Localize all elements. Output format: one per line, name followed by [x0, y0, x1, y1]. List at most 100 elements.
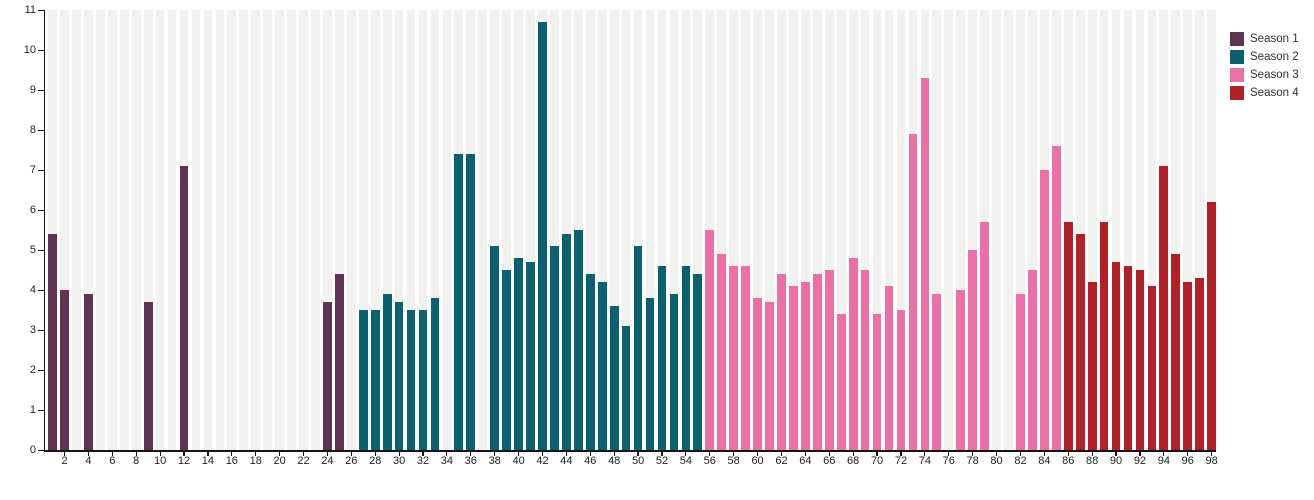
bar-episode-64[interactable] — [801, 282, 810, 450]
bar-episode-4[interactable] — [84, 294, 93, 450]
bar-episode-78[interactable] — [968, 250, 978, 450]
legend-item-season-3[interactable]: Season 3 — [1230, 66, 1299, 84]
bar-episode-25[interactable] — [335, 274, 344, 450]
grid-stripe — [323, 10, 332, 450]
bar-episode-90[interactable] — [1111, 262, 1121, 450]
bar-episode-66[interactable] — [824, 270, 834, 450]
bar-episode-24[interactable] — [323, 302, 332, 450]
bar-episode-75[interactable] — [932, 294, 942, 450]
bar-episode-97[interactable] — [1195, 278, 1205, 450]
legend-label: Season 4 — [1250, 87, 1299, 99]
bar-episode-30[interactable] — [394, 302, 404, 450]
legend-label: Season 1 — [1250, 33, 1299, 45]
bar-episode-28[interactable] — [370, 310, 380, 450]
bar-episode-1[interactable] — [48, 234, 57, 450]
bar-episode-31[interactable] — [406, 310, 416, 450]
grid-stripe — [382, 10, 392, 450]
x-axis-label: 44 — [560, 455, 573, 467]
bar-episode-70[interactable] — [872, 314, 882, 450]
bar-episode-32[interactable] — [418, 310, 428, 450]
bar-episode-42[interactable] — [538, 22, 547, 450]
grid-stripe — [597, 10, 607, 450]
x-axis-label: 4 — [85, 455, 92, 467]
bar-episode-88[interactable] — [1087, 282, 1097, 450]
x-axis-label: 50 — [631, 455, 645, 467]
bar-episode-74[interactable] — [920, 78, 930, 450]
bar-episode-27[interactable] — [358, 310, 368, 450]
bar-episode-38[interactable] — [490, 246, 500, 450]
bar-episode-35[interactable] — [454, 154, 464, 450]
bar-episode-58[interactable] — [729, 266, 739, 450]
bar-episode-91[interactable] — [1123, 266, 1133, 450]
bar-episode-79[interactable] — [980, 222, 989, 450]
x-tick — [517, 451, 520, 456]
legend-item-season-1[interactable]: Season 1 — [1230, 30, 1299, 48]
bar-episode-85[interactable] — [1051, 146, 1061, 450]
bar-episode-98[interactable] — [1207, 202, 1216, 450]
legend-item-season-2[interactable]: Season 2 — [1230, 48, 1299, 66]
bar-episode-72[interactable] — [896, 310, 906, 450]
bar-episode-12[interactable] — [179, 166, 189, 450]
bar-episode-93[interactable] — [1147, 286, 1157, 450]
x-tick — [1163, 451, 1165, 456]
bar-episode-96[interactable] — [1183, 282, 1193, 450]
bar-episode-49[interactable] — [621, 326, 631, 450]
bar-episode-56[interactable] — [705, 230, 715, 450]
x-axis-label: 18 — [249, 455, 262, 467]
bar-episode-36[interactable] — [466, 154, 476, 450]
bar-episode-44[interactable] — [562, 234, 571, 450]
y-tick — [38, 169, 44, 171]
bar-episode-40[interactable] — [514, 258, 523, 450]
legend-item-season-4[interactable]: Season 4 — [1230, 84, 1299, 102]
grid-stripe — [514, 10, 523, 450]
bar-episode-77[interactable] — [956, 290, 966, 450]
bar-episode-67[interactable] — [836, 314, 846, 450]
bar-episode-89[interactable] — [1099, 222, 1109, 450]
bar-episode-55[interactable] — [693, 274, 703, 450]
bar-episode-2[interactable] — [60, 290, 69, 450]
bar-episode-39[interactable] — [502, 270, 511, 450]
grid-stripe — [848, 10, 858, 450]
bar-episode-86[interactable] — [1063, 222, 1073, 450]
grid-stripe — [1111, 10, 1121, 450]
y-axis-label: 2 — [29, 364, 36, 376]
bar-episode-73[interactable] — [908, 134, 918, 450]
bar-episode-68[interactable] — [848, 258, 858, 450]
bar-episode-48[interactable] — [609, 306, 619, 450]
x-axis-label: 74 — [918, 455, 931, 467]
grid-stripe — [1171, 10, 1181, 450]
bar-episode-61[interactable] — [765, 302, 774, 450]
bar-episode-45[interactable] — [573, 230, 583, 450]
bar-episode-92[interactable] — [1135, 270, 1145, 450]
bar-episode-71[interactable] — [884, 286, 894, 450]
bar-episode-51[interactable] — [645, 298, 655, 450]
bar-episode-29[interactable] — [382, 294, 392, 450]
bar-episode-52[interactable] — [657, 266, 667, 450]
bar-episode-69[interactable] — [860, 270, 870, 450]
bar-episode-50[interactable] — [633, 246, 643, 450]
bar-episode-95[interactable] — [1171, 254, 1181, 450]
bar-episode-94[interactable] — [1159, 166, 1169, 450]
bar-episode-83[interactable] — [1028, 270, 1037, 450]
bar-episode-63[interactable] — [789, 286, 798, 450]
bar-episode-43[interactable] — [550, 246, 559, 450]
bar-episode-59[interactable] — [741, 266, 750, 450]
bar-episode-47[interactable] — [597, 282, 607, 450]
bar-episode-41[interactable] — [526, 262, 535, 450]
bar-episode-60[interactable] — [753, 298, 762, 450]
x-tick — [1115, 451, 1117, 456]
x-axis-label: 6 — [109, 455, 116, 467]
bar-episode-84[interactable] — [1039, 170, 1049, 450]
bar-episode-65[interactable] — [812, 274, 822, 450]
bar-episode-57[interactable] — [717, 254, 727, 450]
bar-episode-54[interactable] — [681, 266, 691, 450]
bar-episode-62[interactable] — [777, 274, 786, 450]
bar-episode-53[interactable] — [669, 294, 679, 450]
bar-episode-33[interactable] — [430, 298, 440, 450]
y-axis-label: 3 — [29, 324, 36, 336]
bar-episode-82[interactable] — [1016, 294, 1025, 450]
bar-episode-9[interactable] — [143, 302, 153, 450]
bar-episode-46[interactable] — [585, 274, 595, 450]
bar-episode-87[interactable] — [1075, 234, 1085, 450]
grid-stripe — [370, 10, 380, 450]
